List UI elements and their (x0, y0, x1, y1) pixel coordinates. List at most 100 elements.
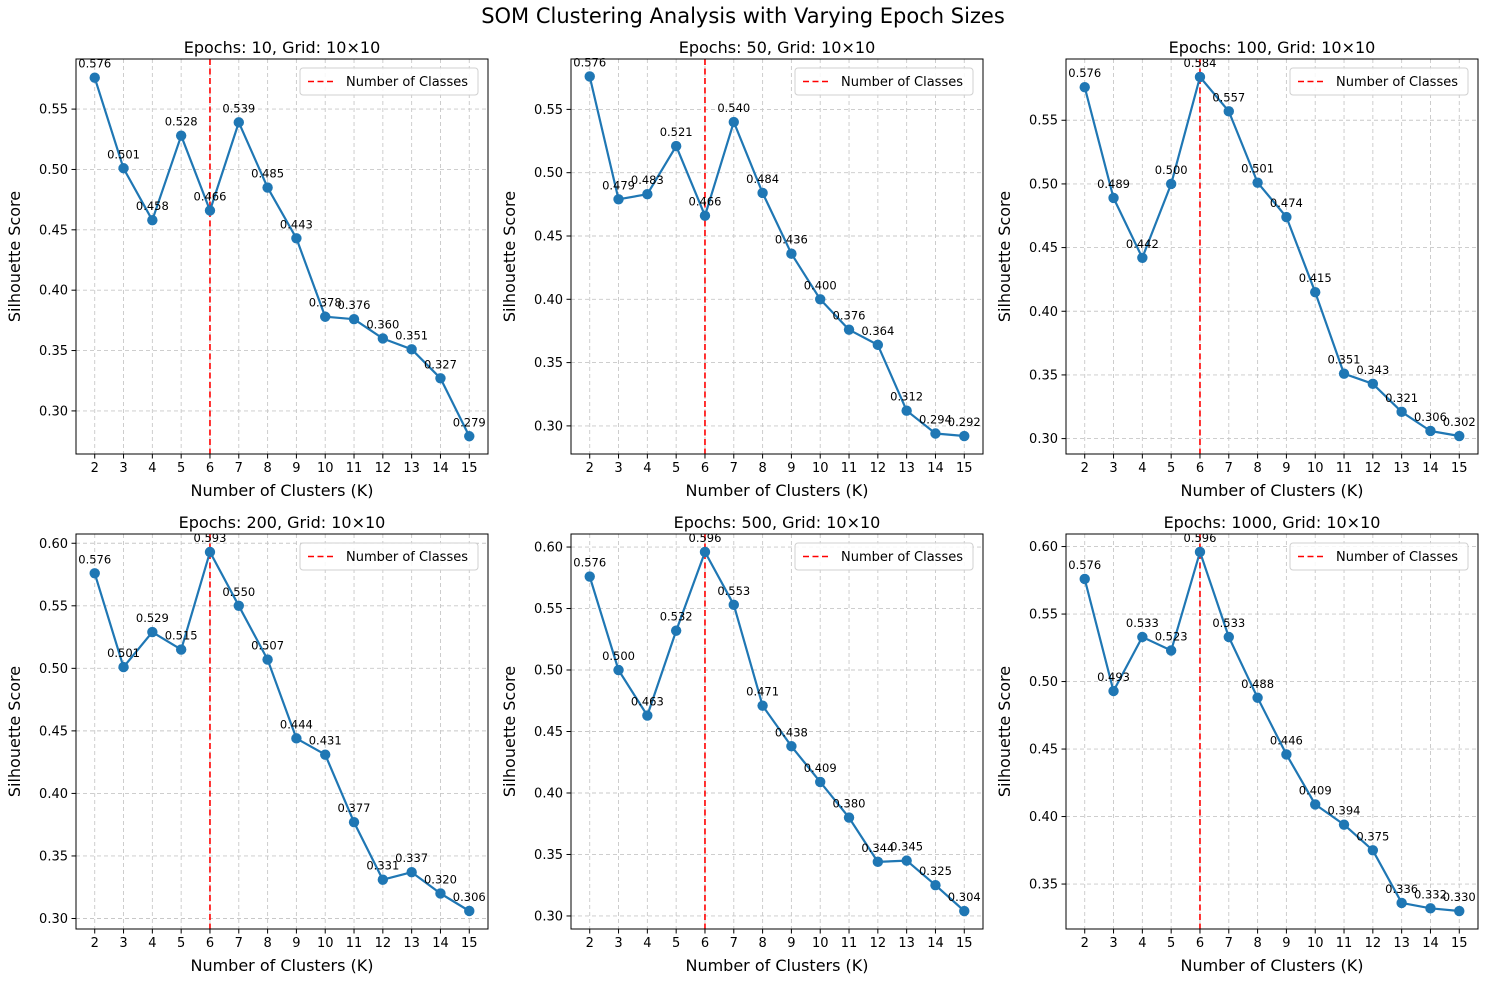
data-point (233, 117, 244, 128)
point-label: 0.466 (194, 190, 227, 204)
x-tick-label: 6 (701, 461, 709, 476)
data-point (464, 905, 475, 917)
y-tick-label: 0.35 (1029, 878, 1058, 893)
point-label: 0.521 (660, 125, 693, 139)
data-point (872, 856, 884, 868)
point-label: 0.302 (1443, 415, 1476, 429)
data-point (204, 546, 216, 558)
point-label: 0.540 (717, 101, 750, 115)
y-tick-label: 0.45 (534, 229, 563, 244)
y-axis-label: Silhouette Score (5, 191, 24, 322)
y-tick-label: 0.30 (39, 912, 68, 927)
point-label: 0.378 (309, 296, 342, 310)
data-point (406, 344, 417, 355)
x-tick-label: 10 (317, 936, 334, 951)
subplot-3: 2 3 4 5 6 7 8 9 10 11 12 13 14 15 0.30 0.35 0.40 0.45 0.50… (995, 38, 1479, 500)
point-label: 0.466 (689, 195, 722, 209)
x-tick-label: 6 (701, 936, 709, 951)
point-label: 0.489 (1097, 177, 1130, 191)
x-tick-label: 9 (292, 936, 300, 951)
axes-frame (1065, 58, 1479, 455)
data-point (670, 625, 682, 636)
point-label: 0.306 (1414, 410, 1447, 424)
data-point (1165, 178, 1177, 190)
x-tick-label: 14 (1422, 936, 1439, 951)
x-tick-label: 13 (1393, 461, 1410, 476)
data-point (1165, 645, 1177, 656)
point-label: 0.332 (1414, 887, 1447, 901)
data-point (118, 661, 129, 673)
point-label: 0.409 (804, 761, 837, 775)
legend-box (794, 67, 974, 96)
data-point (1454, 430, 1465, 442)
x-tick-label: 6 (206, 936, 214, 951)
point-label: 0.576 (573, 556, 606, 570)
data-point (377, 874, 389, 885)
data-point (377, 333, 389, 344)
x-tick-label: 12 (870, 936, 887, 951)
x-tick-label: 12 (1365, 936, 1382, 951)
x-tick-label: 15 (1451, 461, 1468, 476)
y-tick-label: 0.40 (534, 786, 563, 801)
point-label: 0.400 (804, 278, 837, 292)
point-label: 0.576 (78, 57, 111, 71)
data-point (406, 867, 417, 878)
data-point (872, 339, 884, 351)
x-tick-label: 14 (432, 936, 449, 951)
x-tick-label: 4 (1138, 936, 1146, 951)
data-point (1338, 819, 1350, 830)
data-point (1108, 192, 1119, 204)
legend-box (1289, 67, 1469, 96)
data-point (1425, 425, 1436, 437)
x-tick-label: 14 (432, 461, 449, 476)
y-axis-label: Silhouette Score (995, 191, 1014, 322)
y-tick-label: 0.35 (534, 848, 563, 863)
y-axis-label: Silhouette Score (995, 666, 1014, 797)
point-label: 0.493 (1097, 670, 1130, 684)
x-tick-label: 2 (1081, 461, 1089, 476)
data-point (642, 189, 653, 200)
point-label: 0.415 (1299, 271, 1332, 285)
point-label: 0.483 (631, 173, 664, 187)
y-tick-label: 0.35 (39, 344, 68, 359)
point-label: 0.377 (338, 801, 371, 815)
point-label: 0.500 (602, 649, 635, 663)
legend-label: Number of Classes (346, 75, 468, 90)
x-axis-label: Number of Clusters (K) (190, 956, 373, 975)
x-tick-label: 12 (870, 461, 887, 476)
axes-frame (75, 533, 489, 930)
data-point (1281, 749, 1292, 760)
subplot-1: 2 3 4 5 6 7 8 9 10 11 12 13 14 15 0.30 0.35 0.40 0.45 0.50… (5, 38, 489, 500)
point-label: 0.528 (165, 115, 198, 129)
data-point (728, 116, 739, 128)
point-label: 0.488 (1241, 677, 1274, 691)
point-label: 0.364 (861, 324, 894, 338)
x-tick-label: 7 (235, 461, 243, 476)
x-tick-label: 11 (1336, 936, 1353, 951)
data-point (1454, 905, 1465, 917)
point-label: 0.331 (366, 859, 399, 873)
x-tick-label: 10 (1307, 461, 1324, 476)
y-tick-label: 0.45 (534, 725, 563, 740)
data-point (843, 812, 855, 823)
x-tick-label: 6 (1196, 936, 1204, 951)
point-label: 0.304 (948, 890, 981, 904)
data-point (320, 311, 331, 322)
data-point (147, 214, 158, 226)
point-label: 0.539 (222, 101, 255, 115)
x-tick-label: 5 (177, 461, 185, 476)
x-tick-label: 11 (346, 936, 363, 951)
point-label: 0.529 (136, 611, 169, 625)
y-tick-label: 0.40 (39, 787, 68, 802)
point-label: 0.446 (1270, 733, 1303, 747)
x-tick-label: 9 (1282, 936, 1290, 951)
data-point (1223, 631, 1234, 643)
point-label: 0.376 (833, 309, 866, 323)
x-tick-label: 4 (1138, 461, 1146, 476)
axes-frame (1065, 533, 1479, 930)
data-point (584, 571, 595, 582)
data-point (1396, 897, 1407, 909)
point-label: 0.375 (1356, 829, 1389, 843)
x-tick-label: 15 (956, 936, 973, 951)
data-point (1425, 903, 1436, 914)
